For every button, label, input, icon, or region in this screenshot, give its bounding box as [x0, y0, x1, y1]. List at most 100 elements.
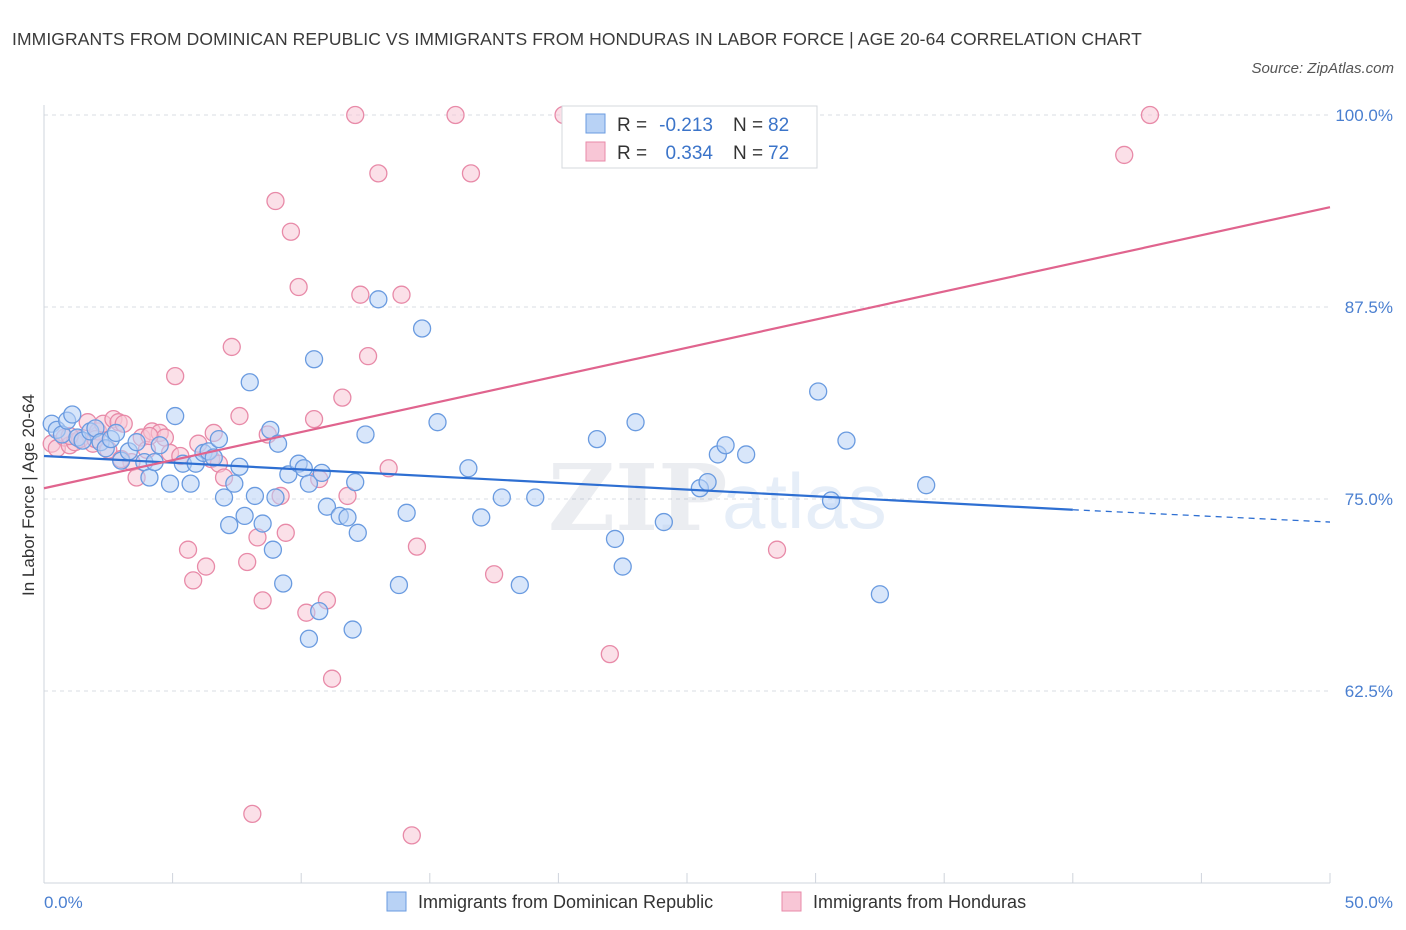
point-honduras	[461, 164, 481, 183]
trend-line-dominican	[43, 454, 1073, 511]
point-honduras	[1115, 145, 1134, 165]
x-tick-label-max: 50.0%	[1345, 893, 1393, 912]
point-honduras	[184, 571, 203, 590]
trend-lines	[43, 206, 1331, 523]
chart-title: IMMIGRANTS FROM DOMINICAN REPUBLIC VS IM…	[12, 29, 1142, 49]
y-tick-label: 62.5%	[1345, 682, 1393, 701]
point-dominican	[299, 474, 319, 493]
point-dominican	[613, 557, 632, 576]
bottom-legend-label-dominican: Immigrants from Dominican Republic	[418, 892, 713, 912]
legend-swatch-blue	[585, 113, 606, 134]
source-label: Source: ZipAtlas.com	[1251, 60, 1394, 77]
point-dominican	[343, 620, 362, 639]
point-honduras	[333, 388, 352, 407]
y-axis-label: In Labor Force | Age 20-64	[19, 394, 38, 596]
series-dominican-points	[42, 290, 936, 648]
legend-n-label-2: N =	[733, 143, 763, 164]
point-dominican	[266, 488, 285, 507]
point-honduras	[281, 222, 301, 241]
point-honduras	[407, 537, 427, 556]
bottom-legend-swatch-blue	[386, 891, 407, 912]
legend-bottom: Immigrants from Dominican Republic Immig…	[386, 891, 1026, 912]
legend-r-value-2: 0.334	[665, 143, 713, 164]
y-tick-labels: 62.5% 75.0% 87.5% 100.0%	[1335, 106, 1393, 701]
legend-n-value-2: 72	[768, 143, 789, 164]
point-dominican	[346, 472, 365, 492]
point-dominican	[312, 463, 331, 483]
point-dominican	[240, 373, 259, 392]
point-dominican	[338, 508, 357, 527]
point-honduras	[446, 105, 465, 125]
point-dominican	[654, 512, 674, 532]
point-dominican	[150, 436, 169, 455]
watermark-zip: ZIP	[548, 444, 727, 552]
point-honduras	[379, 459, 398, 478]
point-dominican	[356, 425, 375, 444]
point-dominican	[492, 488, 511, 507]
point-honduras	[358, 347, 378, 366]
point-dominican	[214, 488, 234, 507]
point-honduras	[346, 105, 365, 125]
y-tick-label: 100.0%	[1335, 106, 1393, 125]
point-dominican	[317, 497, 337, 516]
x-tick-label-min: 0.0%	[44, 893, 83, 912]
point-honduras	[600, 644, 619, 664]
point-dominican	[837, 431, 856, 450]
point-dominican	[127, 433, 146, 452]
point-dominican	[209, 429, 229, 449]
point-dominican	[220, 515, 239, 535]
point-honduras	[276, 523, 295, 542]
point-dominican	[225, 474, 244, 493]
point-dominican	[428, 413, 447, 432]
point-dominican	[304, 350, 324, 369]
point-dominican	[605, 529, 625, 549]
gridlines	[44, 114, 1330, 692]
point-honduras	[253, 591, 272, 610]
point-dominican	[821, 491, 841, 510]
trend-line-honduras	[43, 206, 1331, 490]
point-honduras	[196, 557, 216, 576]
point-honduras	[243, 804, 262, 824]
point-dominican	[397, 503, 416, 522]
bottom-legend-label-honduras: Immigrants from Honduras	[813, 892, 1026, 912]
point-dominican	[63, 405, 82, 424]
point-honduras	[767, 540, 787, 559]
point-dominican	[389, 575, 409, 595]
point-honduras	[166, 366, 185, 386]
point-dominican	[274, 574, 293, 593]
legend-n-value-1: 82	[768, 115, 789, 136]
point-dominican	[809, 382, 828, 401]
point-dominican	[870, 585, 890, 604]
point-dominican	[412, 319, 432, 338]
point-honduras	[1140, 105, 1160, 125]
point-honduras	[222, 337, 241, 357]
point-honduras	[402, 826, 421, 845]
point-dominican	[526, 488, 545, 507]
point-dominican	[472, 508, 491, 527]
point-honduras	[351, 285, 370, 304]
point-dominican	[510, 575, 529, 595]
point-dominican	[310, 601, 329, 621]
y-tick-label: 75.0%	[1345, 490, 1393, 509]
point-honduras	[338, 486, 357, 506]
point-dominican	[106, 423, 126, 443]
point-dominican	[253, 514, 272, 533]
point-dominican	[299, 629, 319, 648]
trend-line-dominican-extension	[1072, 509, 1331, 523]
x-tick-marks	[43, 873, 1331, 883]
point-dominican	[917, 476, 936, 495]
legend-r-value-1: -0.213	[659, 115, 713, 136]
point-dominican	[181, 474, 200, 493]
point-dominican	[716, 436, 735, 455]
watermark-atlas: atlas	[722, 457, 887, 545]
point-dominican	[204, 448, 223, 467]
point-dominican	[369, 290, 388, 309]
legend-top: R = -0.213 N = 82 R = 0.334 N = 72	[561, 105, 818, 169]
legend-r-label-1: R =	[617, 115, 647, 136]
point-dominican	[587, 429, 607, 449]
point-honduras	[266, 191, 285, 211]
point-dominican	[348, 523, 367, 542]
point-honduras	[392, 285, 411, 304]
point-dominican	[166, 406, 185, 426]
